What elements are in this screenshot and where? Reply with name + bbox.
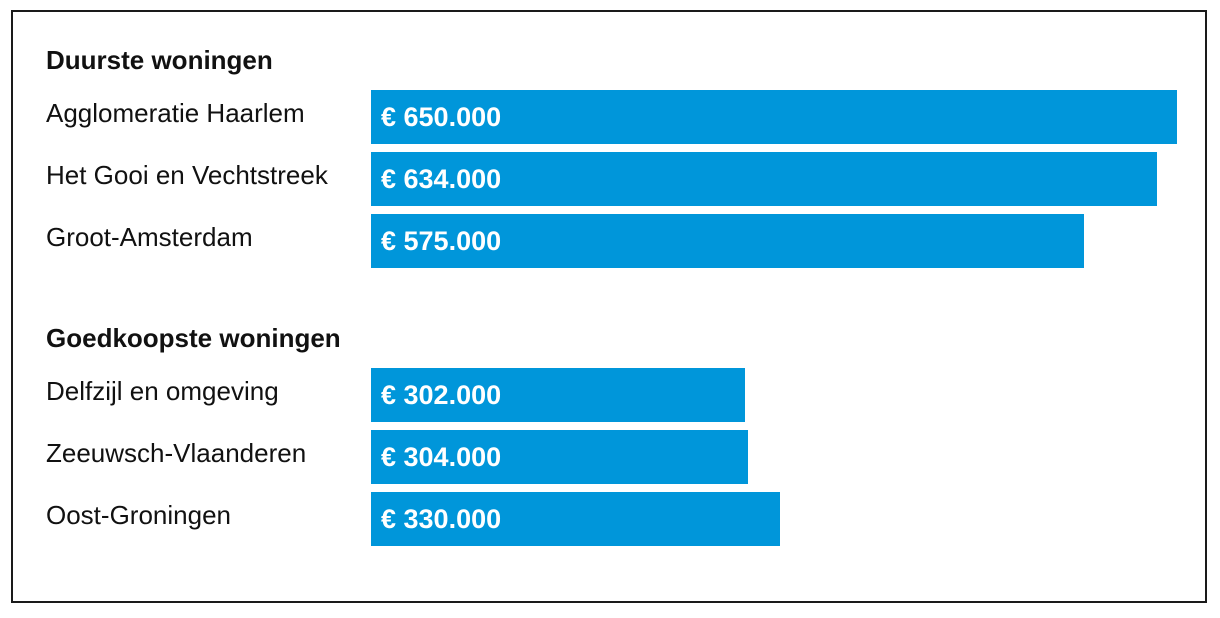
bar: € 634.000 <box>371 152 1157 206</box>
category-label: Delfzijl en omgeving <box>46 376 279 406</box>
category-label: Het Gooi en Vechtstreek <box>46 160 328 190</box>
bar-value-label: € 302.000 <box>381 379 502 410</box>
bar-value-label: € 634.000 <box>381 163 502 194</box>
bar: € 650.000 <box>371 90 1177 144</box>
category-label: Groot-Amsterdam <box>46 222 253 252</box>
category-label: Oost-Groningen <box>46 500 231 530</box>
bar: € 330.000 <box>371 492 780 546</box>
chart-frame: Duurste woningen Goedkoopste woningen Ag… <box>11 10 1207 603</box>
bar: € 302.000 <box>371 368 745 422</box>
bar: € 304.000 <box>371 430 748 484</box>
category-label: Zeeuwsch-Vlaanderen <box>46 438 307 468</box>
category-label: Agglomeratie Haarlem <box>46 98 305 128</box>
bar-value-label: € 650.000 <box>381 101 502 132</box>
bar: € 575.000 <box>371 214 1084 268</box>
section-title-goedkoopste: Goedkoopste woningen <box>46 323 341 353</box>
bar-value-label: € 304.000 <box>381 441 502 472</box>
section-title-duurste: Duurste woningen <box>46 45 273 75</box>
bar-value-label: € 330.000 <box>381 503 502 534</box>
bar-value-label: € 575.000 <box>381 225 502 256</box>
